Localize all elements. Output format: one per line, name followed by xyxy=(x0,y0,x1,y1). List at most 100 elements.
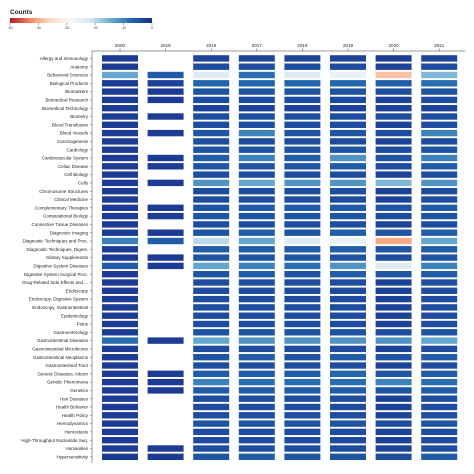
heatmap-cell xyxy=(102,196,138,203)
heatmap-cell xyxy=(147,163,184,170)
heatmap-cell xyxy=(330,312,366,319)
heatmap-cell xyxy=(238,445,275,452)
heatmap-cell xyxy=(193,279,230,286)
heatmap-cell xyxy=(147,154,184,162)
column-label: 2021 xyxy=(434,43,445,48)
heatmap-cell xyxy=(193,63,230,70)
heatmap-cell xyxy=(375,88,412,95)
heatmap-cell xyxy=(284,188,321,195)
heatmap-cell xyxy=(102,345,138,353)
heatmap-cell xyxy=(330,387,366,394)
heatmap-cell xyxy=(193,105,230,112)
heatmap-cell xyxy=(375,129,412,137)
heatmap-cell xyxy=(238,96,275,104)
legend-tick-label: -50 xyxy=(7,26,12,30)
heatmap-cell xyxy=(421,254,458,261)
row-label: Health Policy xyxy=(62,413,89,418)
heatmap-cell xyxy=(238,370,275,377)
heatmap-cell xyxy=(238,212,275,220)
row-label: Endoscopy, Gastrointestinal xyxy=(32,305,88,310)
heatmap-cell xyxy=(147,204,184,211)
heatmap-cell xyxy=(238,146,275,153)
heatmap-cell xyxy=(375,237,412,245)
row-label: Blood Vessels xyxy=(60,131,89,136)
heatmap-cell xyxy=(102,395,138,402)
heatmap-cell xyxy=(193,428,230,436)
column-label: 2015 xyxy=(160,43,171,48)
row-label: Hypersensitivity xyxy=(56,454,88,459)
heatmap-cell xyxy=(284,129,321,137)
heatmap-cell xyxy=(193,113,230,120)
heatmap-cell xyxy=(193,329,230,336)
heatmap-cell xyxy=(375,320,412,328)
heatmap-cell xyxy=(102,105,138,112)
heatmap-cell xyxy=(421,445,458,452)
heatmap-cell xyxy=(193,246,230,253)
heatmap-cell xyxy=(102,129,138,137)
heatmap-cell xyxy=(375,345,412,353)
heatmap-cell xyxy=(375,362,412,369)
heatmap-cell xyxy=(238,204,275,211)
heatmap-cell xyxy=(238,453,275,460)
heatmap-cell xyxy=(375,378,412,386)
heatmap-cell xyxy=(284,279,321,286)
heatmap-cell xyxy=(102,445,138,452)
heatmap-cell xyxy=(238,295,275,303)
heatmap-cell xyxy=(330,55,366,62)
heatmap-cell xyxy=(375,337,412,344)
heatmap-cell xyxy=(375,395,412,402)
heatmap-cell xyxy=(375,279,412,286)
row-label: Endoscopy, Digestive System xyxy=(29,297,88,302)
heatmap-cell xyxy=(421,105,458,112)
heatmap-cell xyxy=(421,362,458,369)
heatmap-cell xyxy=(375,271,412,278)
heatmap-cell xyxy=(284,146,321,153)
heatmap-cell xyxy=(238,63,275,70)
heatmap-cell xyxy=(421,237,458,245)
row-label: Behavioral Sciences xyxy=(47,73,89,78)
heatmap-cell xyxy=(147,453,184,460)
row-labels: Allergy and Immunology Anatomy Behavioral … xyxy=(21,51,93,463)
row-label: Digestive System Surgical Proc. xyxy=(24,272,88,277)
heatmap-cell xyxy=(193,121,230,128)
heatmap-cell xyxy=(421,295,458,303)
heatmap-cell xyxy=(421,188,458,195)
heatmap-cell xyxy=(375,63,412,70)
heatmap-cell xyxy=(284,171,321,178)
heatmap-cell xyxy=(147,113,184,120)
heatmap-cell xyxy=(330,196,366,203)
heatmap-cell xyxy=(102,420,138,427)
heatmap-cell xyxy=(193,229,230,236)
heatmap-cell xyxy=(375,121,412,128)
heatmap-cell xyxy=(284,395,321,402)
heatmap-cell xyxy=(375,179,412,187)
column-label: 2019 xyxy=(343,43,354,48)
heatmap-cell xyxy=(284,403,321,411)
heatmap-cell xyxy=(193,287,230,294)
heatmap-cell xyxy=(375,196,412,203)
heatmap-cell xyxy=(193,188,230,195)
heatmap-cell xyxy=(238,387,275,394)
heatmap-cell xyxy=(421,179,458,187)
heatmap-cell xyxy=(330,362,366,369)
heatmap-cell xyxy=(147,337,184,344)
heatmap-cell xyxy=(284,378,321,386)
heatmap-cell xyxy=(330,428,366,436)
heatmap-cell xyxy=(147,229,184,236)
heatmap-cell xyxy=(193,437,230,444)
heatmap-cell xyxy=(238,378,275,386)
heatmap-cell xyxy=(284,154,321,162)
heatmap-cell xyxy=(421,88,458,95)
row-label: Biological Products xyxy=(50,81,89,86)
heatmap-cell xyxy=(330,295,366,303)
heatmap-cell xyxy=(284,387,321,394)
row-label: Gastrointestinal Diseases xyxy=(37,338,89,343)
heatmap-cell xyxy=(375,113,412,120)
heatmap-cell xyxy=(330,229,366,236)
legend-tick-label: -40 xyxy=(36,26,41,30)
heatmap-cell xyxy=(330,412,366,419)
row-label: Cardiology xyxy=(66,147,88,152)
heatmap-cell xyxy=(102,304,138,311)
heatmap-cell xyxy=(284,237,321,245)
heatmap-cell xyxy=(102,212,138,220)
